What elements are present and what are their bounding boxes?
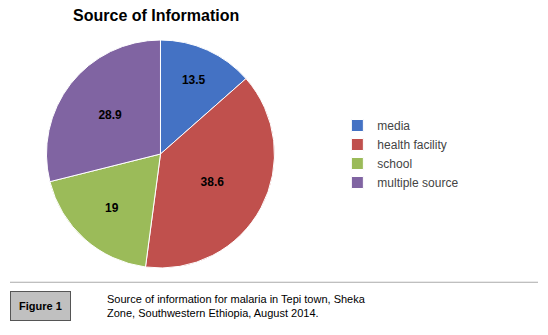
svg-text:Figure 1: Figure 1 — [19, 300, 62, 312]
svg-text:38.6: 38.6 — [201, 175, 225, 189]
svg-text:health facility: health facility — [377, 138, 446, 152]
svg-text:19: 19 — [105, 201, 119, 215]
svg-text:28.9: 28.9 — [98, 108, 122, 122]
svg-text:multiple source: multiple source — [377, 176, 458, 190]
svg-text:media: media — [377, 119, 410, 133]
svg-text:13.5: 13.5 — [182, 73, 206, 87]
svg-text:Source of Information: Source of Information — [73, 7, 239, 24]
svg-text:school: school — [377, 157, 412, 171]
svg-text:Source of information for mala: Source of information for malaria in Tep… — [107, 293, 366, 319]
